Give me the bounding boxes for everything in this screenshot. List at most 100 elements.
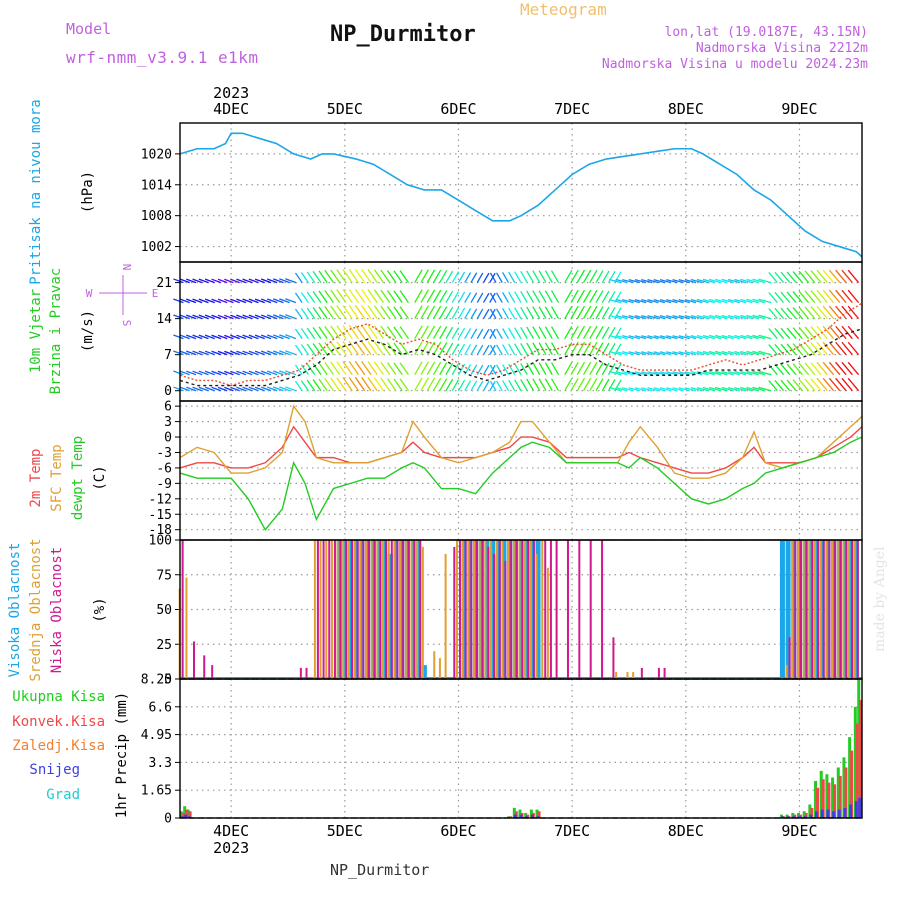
wind-barb — [690, 350, 703, 356]
wind-barb — [532, 290, 541, 303]
cloud-low-bar — [487, 546, 490, 679]
cloud-low-bar — [453, 546, 456, 679]
wind-barb — [348, 304, 359, 320]
cloud-mid-bar — [325, 540, 328, 679]
wind-label-1: 10m Vjetar — [28, 289, 44, 373]
wind-barb — [260, 334, 272, 340]
cloud-low-bar — [407, 540, 410, 679]
y-tick-label: 7 — [164, 348, 172, 363]
wind-barb — [550, 362, 560, 376]
y-tick-label: 1008 — [141, 209, 172, 224]
wind-barb — [828, 269, 841, 284]
wind-barb — [734, 278, 747, 284]
wind-barb — [324, 305, 334, 320]
snow-bar — [815, 811, 819, 818]
wind-barb — [752, 314, 765, 320]
cloud-high-bar — [842, 540, 848, 679]
wind-barb — [457, 379, 466, 392]
wind-barb — [476, 328, 484, 339]
cloud-high-bar — [524, 540, 530, 679]
wind-barb — [173, 298, 184, 304]
wind-barb — [601, 326, 610, 339]
wind-barb — [224, 334, 234, 340]
wind-barb — [570, 305, 579, 319]
wind-barb — [792, 291, 803, 304]
wind-barb — [476, 344, 484, 355]
wind-barb — [312, 363, 322, 376]
wind-barb — [653, 315, 665, 320]
wind-barb — [768, 308, 778, 320]
wind-barb — [179, 278, 190, 284]
wind-barb — [373, 341, 384, 356]
wind-barb — [300, 292, 309, 303]
wind-barb — [526, 270, 535, 283]
elevation-label: Nadmorska Visina 2212m — [695, 41, 868, 56]
cloud-low-bar — [856, 540, 859, 679]
cloud-low-bar — [544, 540, 547, 679]
wind-barb — [544, 290, 553, 303]
wind-barb — [470, 364, 478, 376]
wind-barb — [822, 269, 835, 284]
wind-barb — [248, 386, 259, 392]
wind-barb — [426, 305, 436, 319]
wind-barb — [489, 328, 496, 339]
wind-barb — [734, 334, 747, 340]
wind-barb — [260, 298, 272, 304]
wind-barb — [173, 386, 184, 392]
wind-barb — [550, 342, 560, 355]
wind-barb — [489, 292, 497, 303]
sfc-temp-line — [179, 404, 863, 479]
wind-barb — [294, 272, 303, 283]
wind-barb — [538, 342, 547, 355]
rain-conv-bar — [833, 784, 837, 818]
cloud-mid-bar — [546, 567, 549, 679]
wind-barb — [810, 362, 822, 376]
cloud-mid-bar — [330, 540, 333, 679]
wind-barb — [242, 314, 253, 320]
wind-barb — [266, 334, 278, 340]
wind-barb — [792, 307, 803, 320]
wind-barb — [399, 326, 410, 340]
wind-barb — [514, 271, 522, 283]
wind-barb — [426, 289, 436, 303]
snow-bar — [849, 804, 853, 818]
wind-barb — [399, 378, 410, 392]
wind-barb — [306, 271, 316, 283]
wind-barb — [386, 378, 397, 392]
cloud-high-bar — [535, 540, 541, 679]
wind-barb — [708, 386, 722, 392]
wind-barb — [746, 350, 759, 356]
bottom-day-label: 4DEC — [213, 822, 249, 840]
cloud-mid-bar — [853, 540, 856, 679]
cloud-mid-bar — [399, 540, 402, 679]
snow-bar — [530, 814, 534, 818]
wind-barb — [373, 305, 384, 320]
wind-barb — [482, 344, 490, 355]
wind-barb — [348, 325, 359, 340]
wind-barb — [318, 378, 328, 392]
wind-barb — [526, 326, 535, 339]
wind-barb — [758, 278, 772, 284]
wind-barb — [260, 278, 272, 284]
cloud-high-bar — [365, 540, 371, 679]
wind-barb — [786, 379, 797, 392]
wind-barb — [508, 343, 516, 355]
wind-barb — [570, 361, 579, 376]
cloud-high-bar — [376, 540, 382, 679]
wind-barb — [768, 380, 778, 392]
wind-barb — [822, 305, 835, 320]
wind-barb — [496, 308, 503, 319]
wind-barb — [514, 363, 522, 376]
wind-barb — [482, 308, 490, 319]
wind-barb — [324, 269, 334, 283]
wind-barb — [324, 325, 334, 340]
wind-barb — [489, 344, 497, 355]
wind-barb — [672, 299, 684, 304]
wind-barb — [609, 298, 622, 304]
wind-barb — [489, 344, 496, 355]
rain-total-bar — [507, 816, 511, 818]
cloud-high-bar — [473, 540, 479, 679]
wind-barb — [758, 314, 772, 320]
temp2m-label: 2m Temp — [28, 448, 44, 507]
rain-conv-bar — [816, 787, 820, 818]
